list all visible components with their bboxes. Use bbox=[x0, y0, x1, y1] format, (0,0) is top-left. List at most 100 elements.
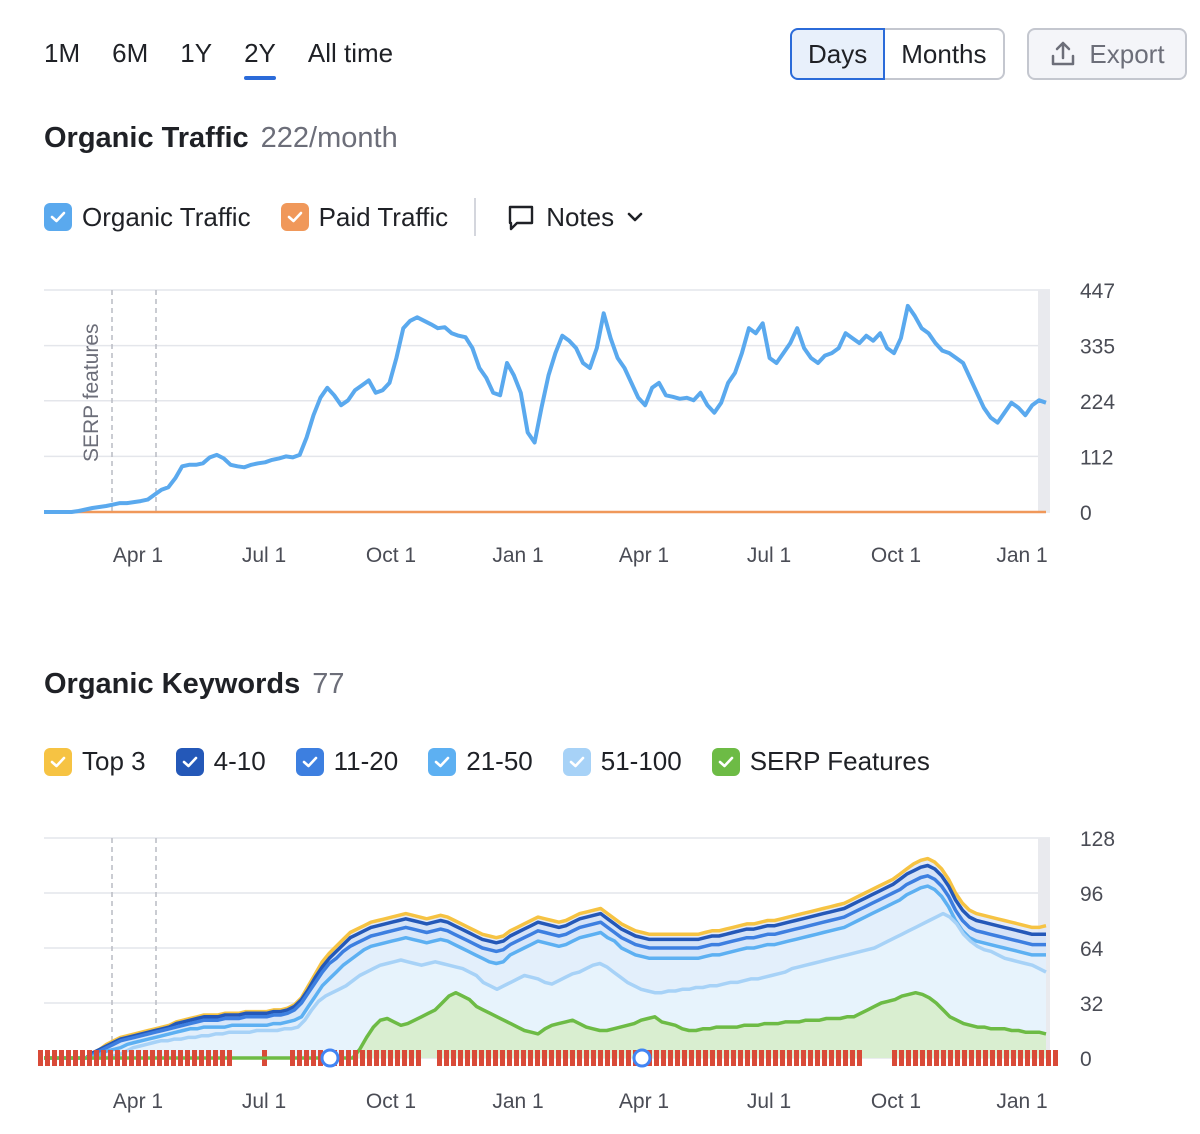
serp-marker bbox=[521, 1050, 526, 1066]
checkbox-checked-icon[interactable] bbox=[711, 747, 740, 776]
days-button[interactable]: Days bbox=[790, 28, 886, 80]
y-tick-label: 32 bbox=[1080, 993, 1103, 1016]
serp-marker bbox=[1004, 1050, 1009, 1066]
serp-marker bbox=[983, 1050, 988, 1066]
serp-marker bbox=[94, 1050, 99, 1066]
serp-marker bbox=[948, 1050, 953, 1066]
checkbox-checked-icon[interactable] bbox=[280, 203, 309, 231]
serp-marker bbox=[780, 1050, 785, 1066]
serp-marker bbox=[374, 1050, 379, 1066]
range-tab-1y[interactable]: 1Y bbox=[180, 38, 213, 68]
range-tab-2y[interactable]: 2Y bbox=[244, 36, 276, 80]
x-tick-label: Jan 1 bbox=[492, 1090, 543, 1113]
chevron-down-icon bbox=[624, 206, 646, 228]
serp-marker bbox=[45, 1050, 50, 1066]
serp-marker bbox=[122, 1050, 127, 1066]
range-tab-6m[interactable]: 6M bbox=[112, 38, 149, 68]
serp-marker bbox=[724, 1050, 729, 1066]
serp-marker bbox=[227, 1050, 232, 1066]
range-tabs: 1M 6M 1Y 2Y All time bbox=[44, 36, 425, 80]
y-tick-label: 128 bbox=[1080, 828, 1115, 851]
serp-marker bbox=[192, 1050, 197, 1066]
serp-marker bbox=[913, 1050, 918, 1066]
legend-4-10[interactable]: 4-10 bbox=[175, 746, 266, 777]
organic-traffic-chart: 0 112 224 335 447 Apr 1 Jul 1 Oct 1 Jan 1 Apr 1 Ju… bbox=[44, 280, 1115, 567]
serp-marker bbox=[808, 1050, 813, 1066]
serp-marker bbox=[542, 1050, 547, 1066]
checkbox-checked-icon[interactable] bbox=[428, 747, 457, 776]
y-tick-label: 96 bbox=[1080, 883, 1103, 906]
legend-label: Paid Traffic bbox=[318, 201, 449, 232]
serp-marker bbox=[745, 1050, 750, 1066]
legend-organic-traffic[interactable]: Organic Traffic bbox=[44, 202, 251, 233]
checkbox-checked-icon[interactable] bbox=[44, 203, 72, 231]
keywords-section-title: Organic Keywords 77 bbox=[44, 668, 345, 701]
serp-marker bbox=[941, 1050, 946, 1066]
serp-marker bbox=[367, 1050, 372, 1066]
x-tick-label: Jul 1 bbox=[242, 1090, 286, 1113]
serp-marker bbox=[458, 1050, 463, 1066]
checkbox-checked-icon[interactable] bbox=[44, 747, 72, 776]
range-tab-1m[interactable]: 1M bbox=[44, 38, 81, 68]
serp-marker bbox=[101, 1050, 106, 1066]
x-tick-label: Jan 1 bbox=[996, 1090, 1047, 1113]
serp-marker bbox=[143, 1050, 148, 1066]
months-button[interactable]: Months bbox=[885, 28, 1005, 80]
notes-dropdown[interactable]: Notes bbox=[506, 202, 646, 233]
x-tick-label: Jul 1 bbox=[242, 544, 286, 567]
legend-top-3[interactable]: Top 3 bbox=[44, 746, 146, 777]
serp-marker bbox=[150, 1050, 155, 1066]
granularity-toggle: Days Months bbox=[790, 28, 1005, 80]
legend-serp-features[interactable]: SERP Features bbox=[711, 746, 930, 777]
serp-marker bbox=[591, 1050, 596, 1066]
legend-21-50[interactable]: 21-50 bbox=[428, 746, 533, 777]
x-tick-label: Oct 1 bbox=[871, 544, 921, 567]
series-area-serp-features bbox=[44, 992, 1046, 1058]
serp-marker bbox=[115, 1050, 120, 1066]
checkbox-checked-icon[interactable] bbox=[175, 747, 204, 776]
y-tick-label: 64 bbox=[1080, 938, 1104, 961]
serp-marker bbox=[717, 1050, 722, 1066]
serp-marker bbox=[850, 1050, 855, 1066]
serp-marker bbox=[479, 1050, 484, 1066]
legend-51-100[interactable]: 51-100 bbox=[562, 746, 682, 777]
serp-marker bbox=[598, 1050, 603, 1066]
serp-marker bbox=[899, 1050, 904, 1066]
serp-marker bbox=[815, 1050, 820, 1066]
export-button[interactable]: Export bbox=[1027, 28, 1187, 80]
range-tab-all-time[interactable]: All time bbox=[307, 38, 394, 68]
serp-marker bbox=[353, 1050, 358, 1066]
serp-marker bbox=[129, 1050, 134, 1066]
serp-marker bbox=[626, 1050, 631, 1066]
keywords-metric: 77 bbox=[312, 668, 345, 700]
checkbox-checked-icon[interactable] bbox=[295, 747, 324, 776]
serp-marker bbox=[346, 1050, 351, 1066]
google-icon bbox=[632, 1048, 652, 1068]
serp-marker bbox=[605, 1050, 610, 1066]
google-icon bbox=[320, 1048, 340, 1068]
serp-marker bbox=[360, 1050, 365, 1066]
serp-marker bbox=[892, 1050, 897, 1066]
serp-marker bbox=[962, 1050, 967, 1066]
checkbox-checked-icon[interactable] bbox=[562, 747, 591, 776]
legend-11-20[interactable]: 11-20 bbox=[295, 746, 398, 777]
legend-paid-traffic[interactable]: Paid Traffic bbox=[280, 201, 449, 233]
serp-marker bbox=[87, 1050, 92, 1066]
serp-marker bbox=[801, 1050, 806, 1066]
legend-label: 4-10 bbox=[213, 746, 266, 776]
serp-marker bbox=[675, 1050, 680, 1066]
serp-marker bbox=[577, 1050, 582, 1066]
keywords-legend: Top 3 4-10 11-20 21-50 51-100 SERP Features bbox=[44, 746, 960, 777]
serp-marker bbox=[444, 1050, 449, 1066]
export-label: Export bbox=[1089, 38, 1165, 69]
y-tick-label: 224 bbox=[1080, 391, 1115, 414]
serp-marker bbox=[388, 1050, 393, 1066]
serp-marker bbox=[171, 1050, 176, 1066]
serp-marker bbox=[108, 1050, 113, 1066]
serp-marker bbox=[570, 1050, 575, 1066]
serp-marker bbox=[157, 1050, 162, 1066]
serp-marker bbox=[409, 1050, 414, 1066]
keywords-title: Organic Keywords bbox=[44, 668, 301, 700]
serp-marker bbox=[1046, 1050, 1051, 1066]
x-tick-label: Jan 1 bbox=[492, 544, 543, 567]
